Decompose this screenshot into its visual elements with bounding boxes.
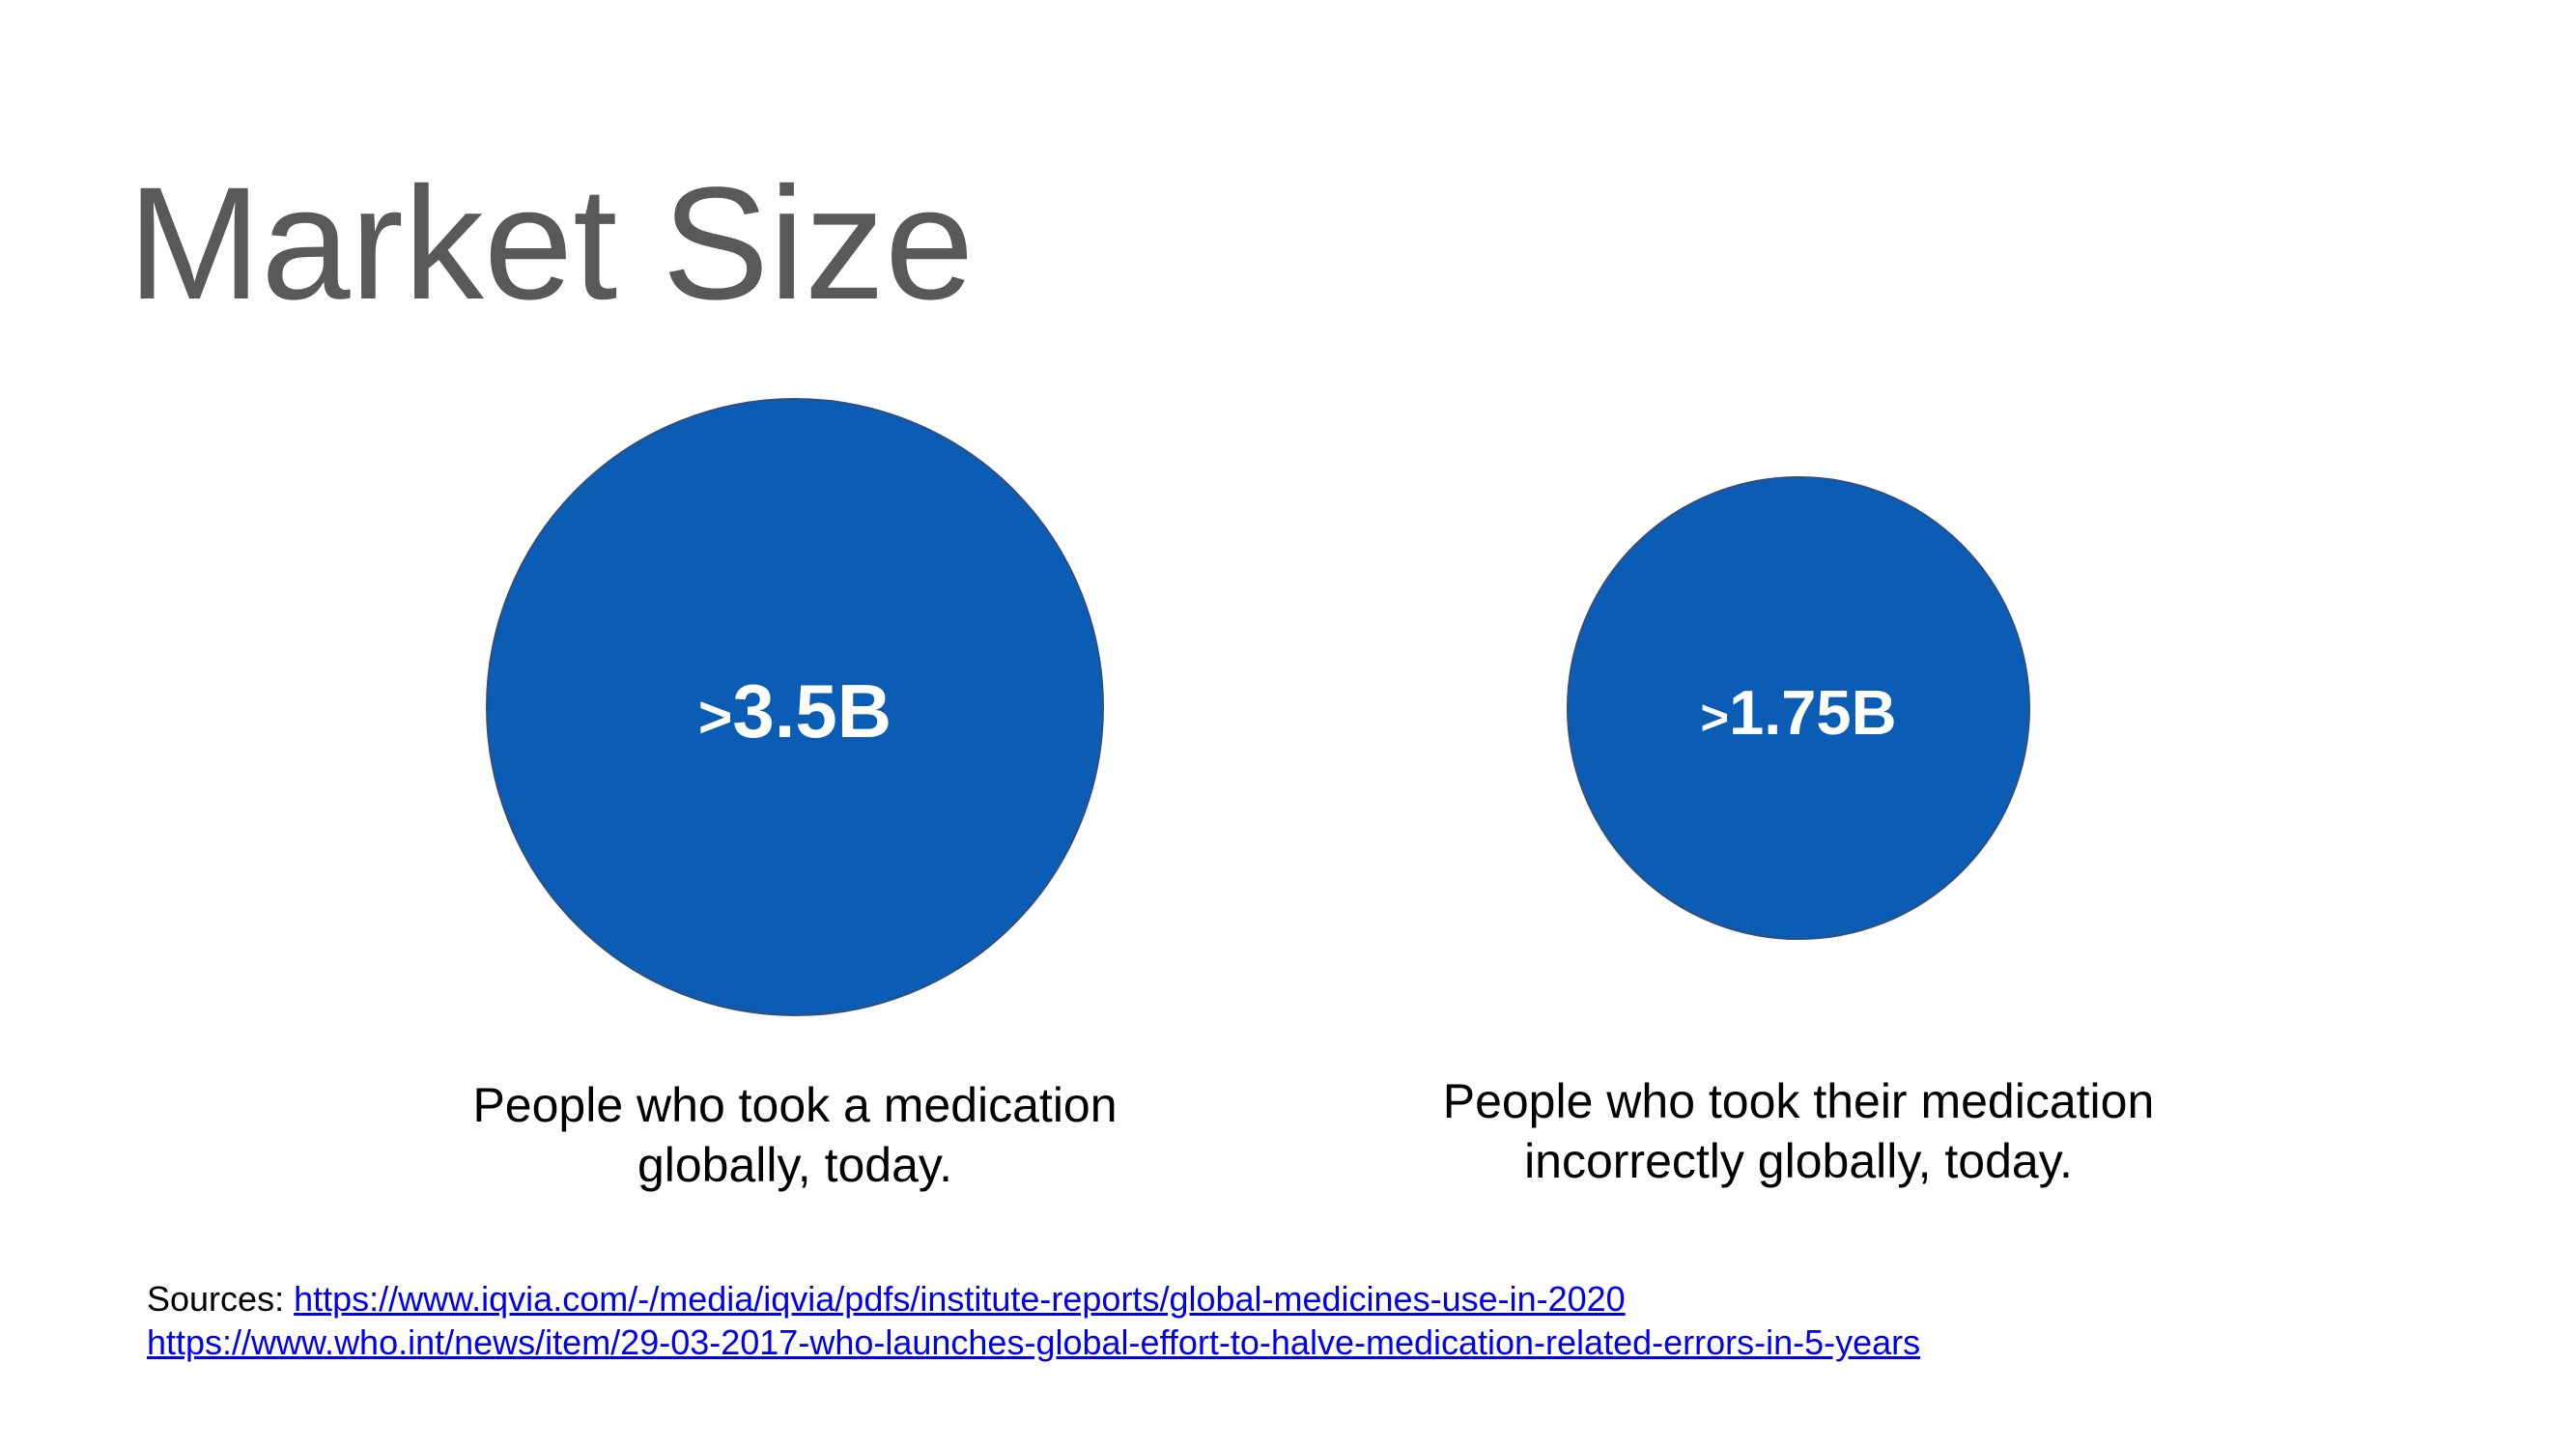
sources-label: Sources: xyxy=(147,1279,285,1319)
slide-title: Market Size xyxy=(127,155,975,333)
caption-line: People who took a medication xyxy=(472,1078,1118,1132)
stat-circle-medication-users: >3.5B xyxy=(486,398,1104,1016)
stat-caption-incorrect-use: People who took their medication incorre… xyxy=(1402,1071,2194,1191)
stat-value-number: 1.75B xyxy=(1729,676,1897,748)
source-link-iqvia[interactable]: https://www.iqvia.com/-/media/iqvia/pdfs… xyxy=(294,1279,1626,1319)
stat-value-number: 3.5B xyxy=(732,668,892,753)
caption-line: People who took their medication xyxy=(1442,1074,2155,1128)
caption-line: globally, today. xyxy=(637,1138,953,1192)
caption-line: incorrectly globally, today. xyxy=(1524,1134,2073,1188)
stat-caption-medication-users: People who took a medication globally, t… xyxy=(428,1075,1162,1195)
stat-value-prefix: > xyxy=(697,683,733,750)
stat-circle-incorrect-use: >1.75B xyxy=(1567,476,2030,940)
sources-footer: Sources: https://www.iqvia.com/-/media/i… xyxy=(147,1277,1920,1364)
stat-value: >1.75B xyxy=(1700,676,1896,749)
stat-value: >3.5B xyxy=(698,668,892,755)
source-link-who[interactable]: https://www.who.int/news/item/29-03-2017… xyxy=(147,1322,1921,1362)
stat-value-prefix: > xyxy=(1700,689,1730,745)
